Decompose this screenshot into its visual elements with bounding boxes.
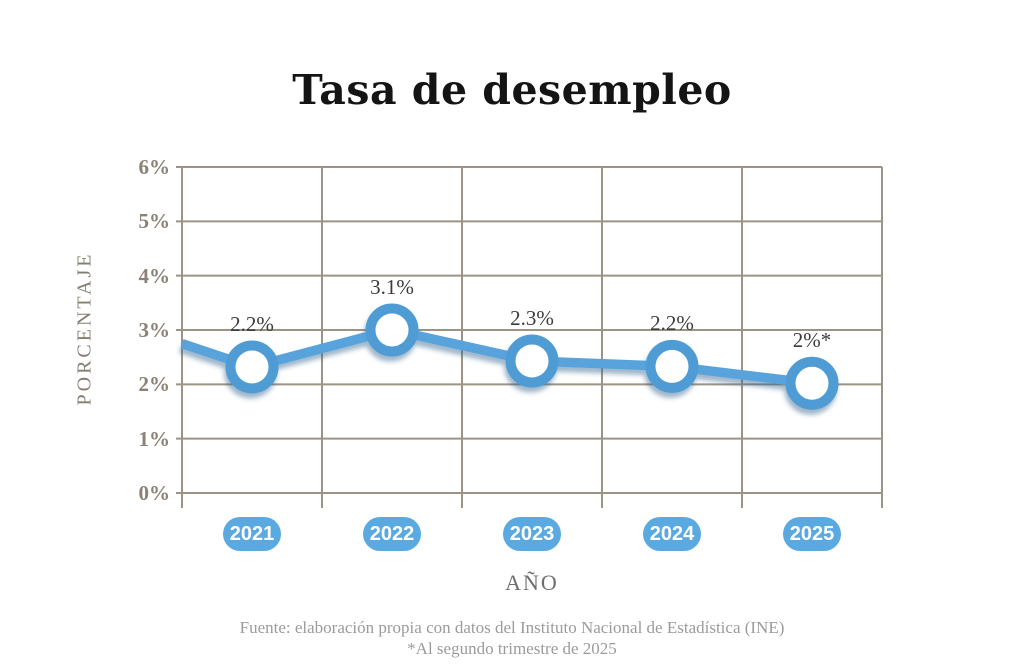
point-value-label: 2.2% — [230, 311, 274, 336]
year-badge: 2024 — [643, 517, 701, 551]
year-badge: 2022 — [363, 517, 421, 551]
y-tick-label: 0% — [138, 481, 171, 505]
point-value-label: 2.3% — [510, 305, 554, 330]
data-point-marker — [505, 334, 559, 388]
data-point-marker — [785, 356, 839, 410]
point-value-label: 2%* — [792, 328, 832, 353]
data-point-marker — [225, 340, 279, 394]
footnote: *Al segundo trimestre de 2025 — [407, 639, 617, 658]
y-tick-label: 1% — [138, 426, 171, 451]
point-value-label: 2.2% — [650, 311, 694, 336]
data-point-marker — [645, 339, 699, 393]
y-tick-label: 2% — [138, 372, 171, 397]
y-tick-label: 4% — [138, 263, 171, 288]
y-tick-label: 3% — [138, 318, 171, 342]
chart-title: Tasa de desempleo — [292, 66, 732, 114]
year-badge: 2025 — [783, 517, 841, 551]
year-badge: 2023 — [503, 517, 561, 551]
y-axis-title: PORCENTAJE — [73, 251, 96, 406]
source-attribution: Fuente: elaboración propia con datos del… — [239, 618, 785, 637]
data-point-marker — [365, 303, 419, 357]
x-axis-title: AÑO — [505, 570, 559, 595]
y-tick-label: 5% — [138, 209, 171, 234]
year-badge: 2021 — [223, 517, 281, 551]
y-tick-label: 6% — [138, 155, 171, 179]
point-value-label: 3.1% — [370, 275, 414, 299]
